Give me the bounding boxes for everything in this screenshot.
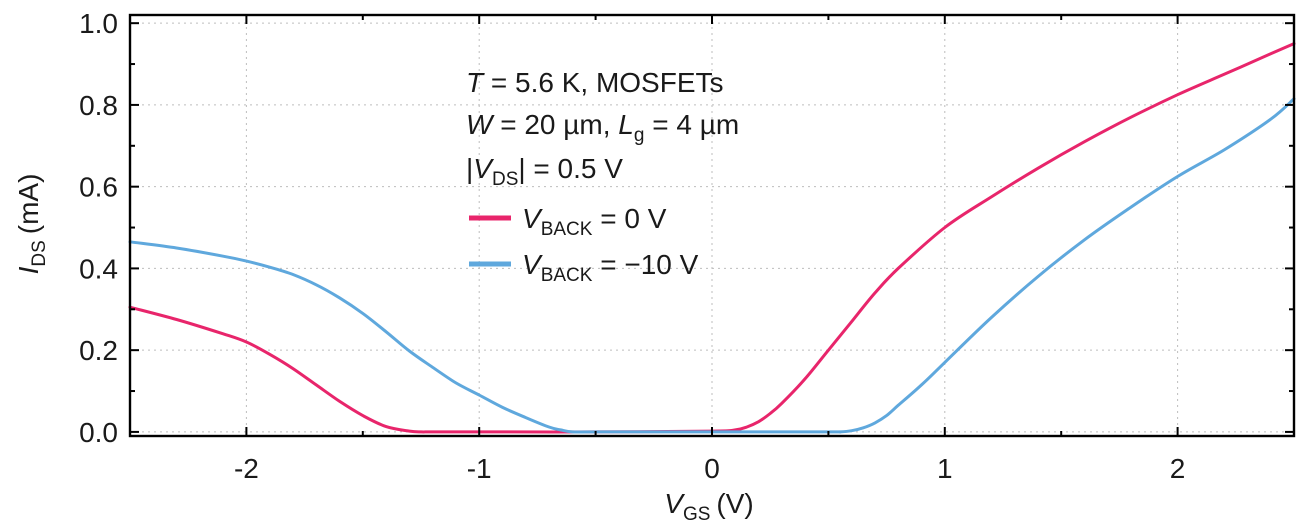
y-tick-labels: 0.0 0.2 0.4 0.6 0.8 1.0 [79,8,118,448]
annotation-vds: |VDS| = 0.5 V [466,153,623,190]
legend-label-vback-neg10v: VBACK = −10 V [522,249,699,286]
annotation-temperature: T = 5.6 K, MOSFETs [466,67,724,98]
annotation-dimensions: W = 20 µm, Lg = 4 µm [466,109,739,146]
legend: VBACK = 0 V VBACK = −10 V [469,203,699,286]
y-tick-label: 0.6 [79,172,118,203]
series-line-1 [128,97,1296,434]
legend-label-vback-0v: VBACK = 0 V [522,203,667,240]
series-group [128,42,1296,434]
y-tick-label: 0.2 [79,335,118,366]
y-axis-title: IDS(mA) [13,174,50,275]
y-tick-label: 0.0 [79,417,118,448]
x-tick-label: -1 [467,453,492,484]
x-tick-label: 1 [937,453,953,484]
axis-ticks [129,15,1295,436]
x-tick-label: 2 [1170,453,1186,484]
y-tick-label: 0.4 [79,253,118,284]
x-axis-title: VGS (V) [664,488,753,525]
x-tick-label: 0 [704,453,720,484]
x-tick-labels: -2 -1 0 1 2 [234,453,1185,484]
series-line-0 [128,42,1296,434]
y-tick-label: 0.8 [79,90,118,121]
y-tick-label: 1.0 [79,8,118,39]
x-tick-label: -2 [234,453,259,484]
